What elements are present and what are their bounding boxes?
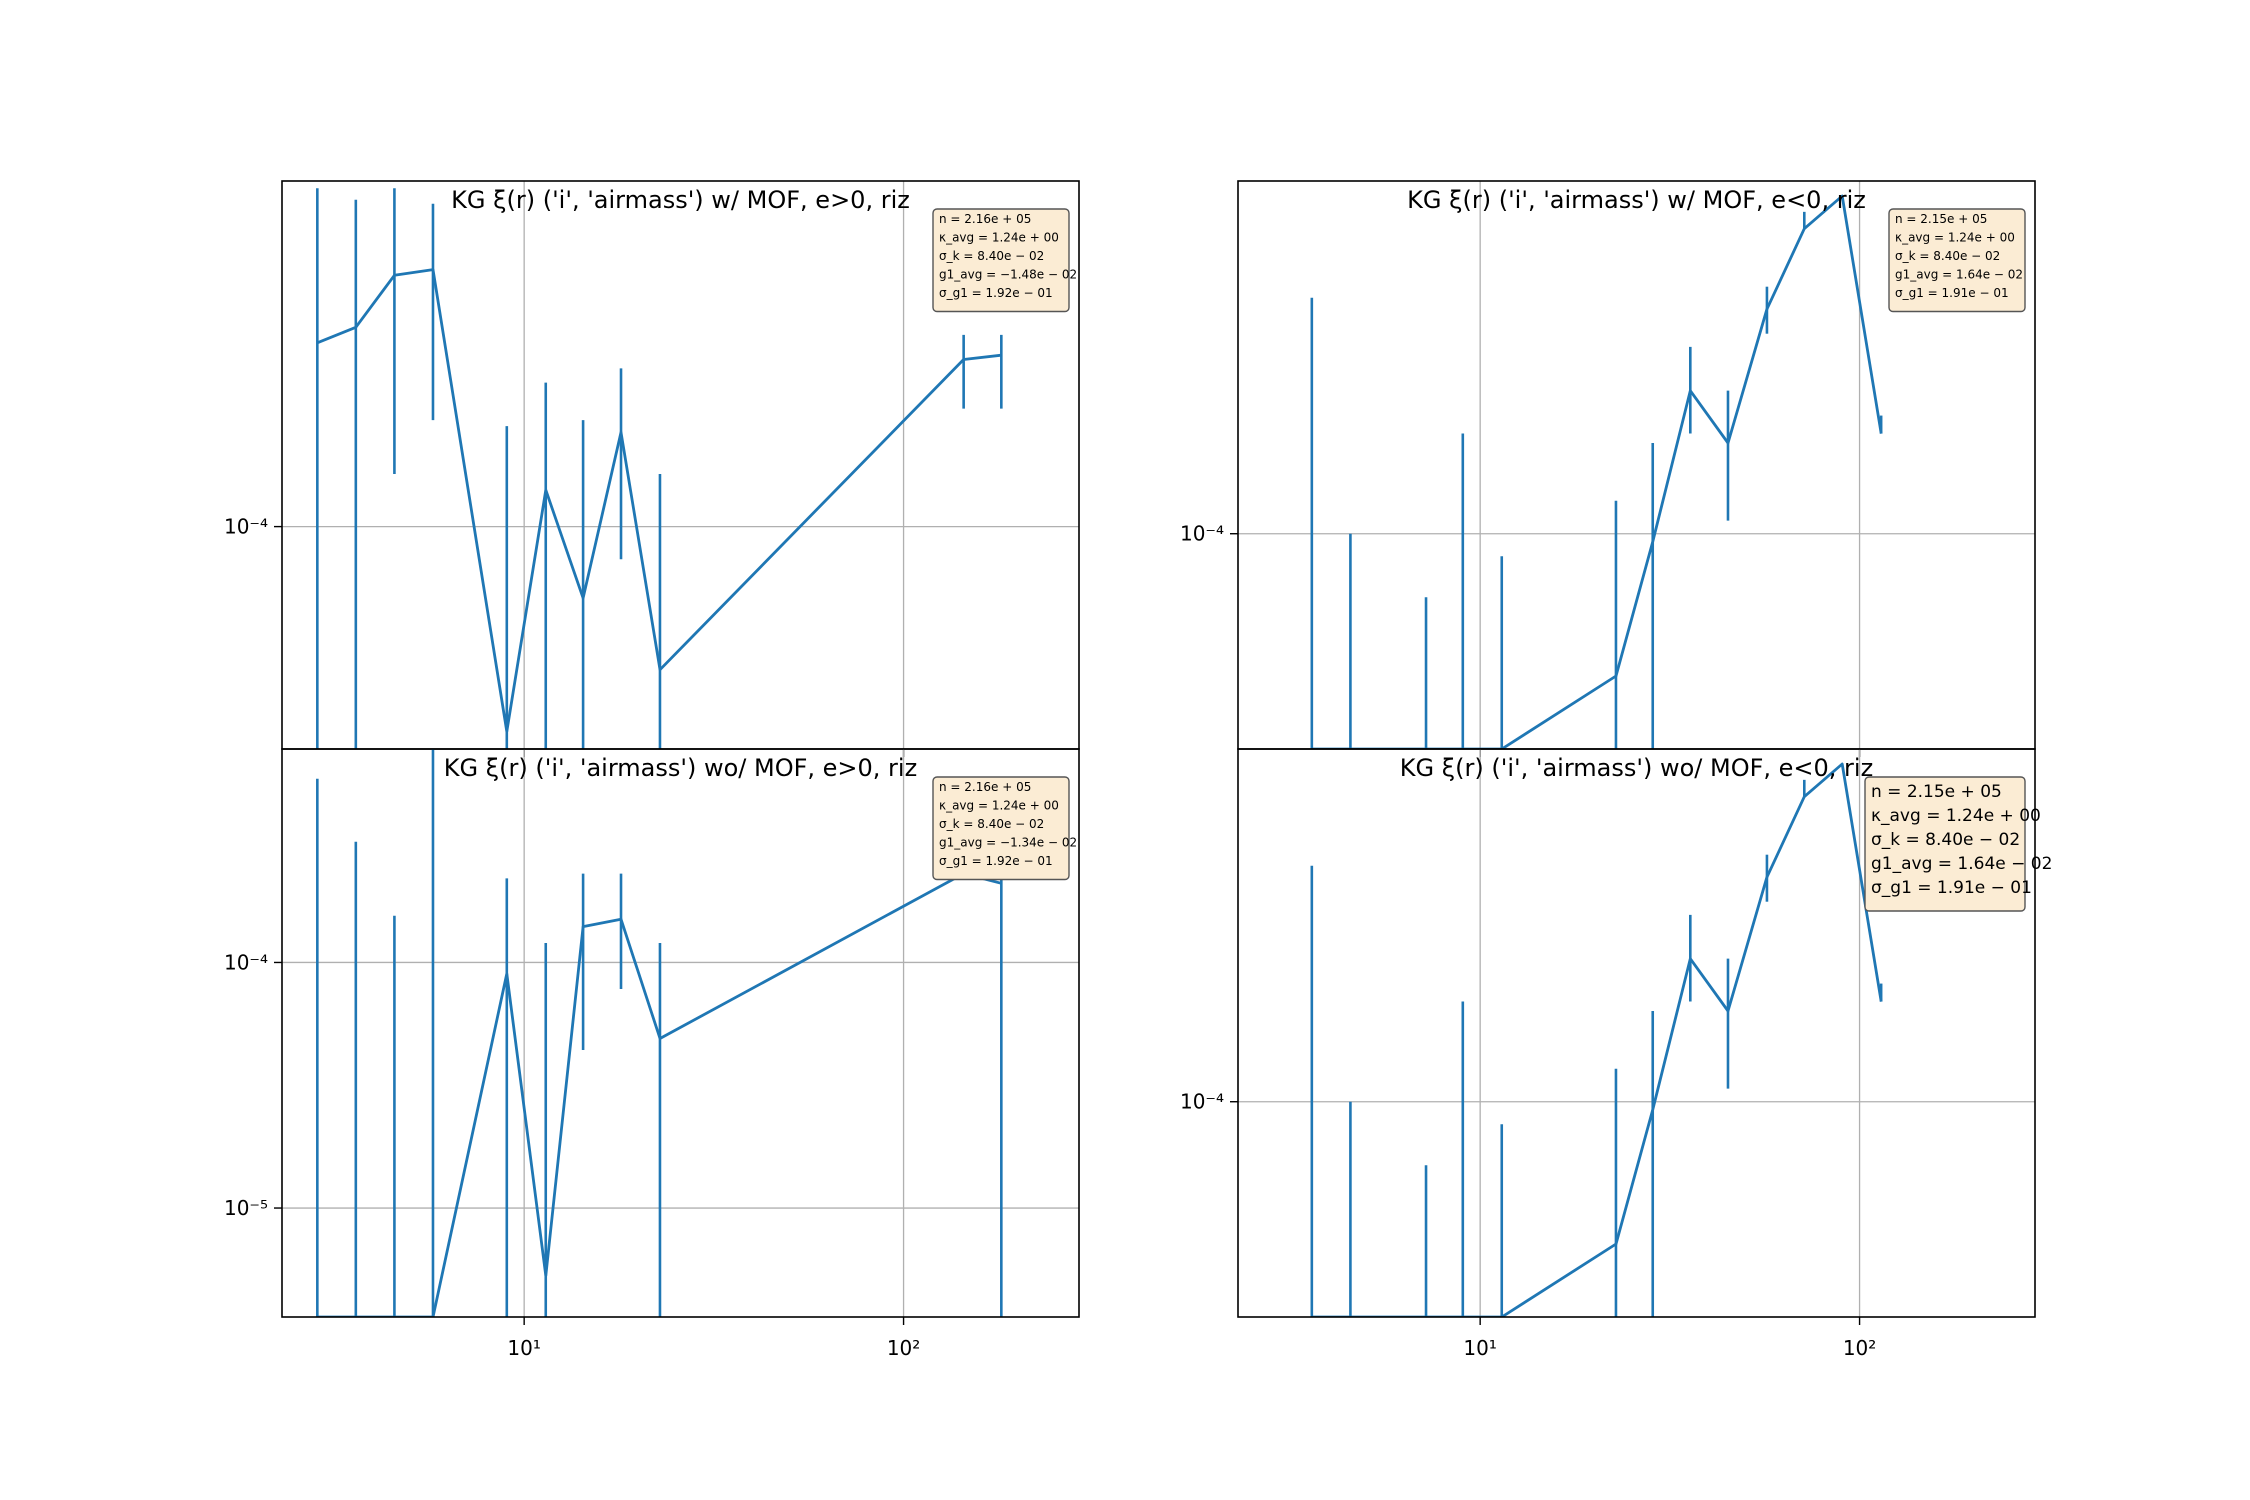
stats-line: g1_avg = −1.34e − 02	[939, 836, 1077, 850]
series-line	[1311, 194, 1883, 749]
x-tick-label: 10²	[887, 1336, 920, 1360]
stats-line: n = 2.15e + 05	[1895, 212, 1987, 226]
x-tick-label: 10¹	[507, 1336, 540, 1360]
series-3	[316, 749, 1003, 1317]
series-line	[316, 268, 1002, 733]
stats-line: σ_g1 = 1.92e − 01	[939, 854, 1053, 868]
panel-title: KG ξ(r) ('i', 'airmass') w/ MOF, e<0, ri…	[1407, 186, 1866, 214]
stats-line: σ_k = 8.40e − 02	[939, 249, 1044, 263]
stats-box	[1888, 208, 2026, 313]
stats-line: σ_k = 8.40e − 02	[1871, 830, 2020, 850]
stats-line: σ_g1 = 1.92e − 01	[939, 286, 1053, 300]
stats-line: κ_avg = 1.24e + 00	[1895, 231, 2015, 245]
series-line	[1311, 762, 1883, 1317]
stats-line: n = 2.16e + 05	[939, 780, 1031, 794]
stats-line: g1_avg = 1.64e − 02	[1871, 854, 2052, 874]
y-tick-label: 10⁻⁴	[224, 515, 268, 539]
plot-frame	[281, 748, 1080, 1318]
plot-frame	[1237, 748, 2036, 1318]
series-2	[1310, 194, 1883, 749]
x-tick-label: 10¹	[1463, 1336, 1496, 1360]
stats-line: n = 2.15e + 05	[1871, 782, 2002, 802]
stats-line: κ_avg = 1.24e + 00	[939, 799, 1059, 813]
stats-line: σ_g1 = 1.91e − 01	[1895, 286, 2009, 300]
y-tick-label: 10⁻⁵	[224, 1196, 268, 1220]
panel-title: KG ξ(r) ('i', 'airmass') w/ MOF, e>0, ri…	[451, 186, 910, 214]
stats-line: n = 2.16e + 05	[939, 212, 1031, 226]
y-tick-label: 10⁻⁴	[1180, 522, 1224, 546]
stats-line: κ_avg = 1.24e + 00	[939, 231, 1059, 245]
panel-title: KG ξ(r) ('i', 'airmass') wo/ MOF, e<0, r…	[1400, 754, 1873, 782]
stats-line: g1_avg = −1.48e − 02	[939, 268, 1077, 282]
stats-line: σ_k = 8.40e − 02	[1895, 249, 2000, 263]
x-tick-label: 10²	[1843, 1336, 1876, 1360]
panel-4: 10¹ 10² 10⁻⁴ KG ξ(r) ('i', 'airmass') wo/ M…	[1180, 748, 2052, 1360]
stats-box	[1864, 776, 2026, 912]
y-tick-label: 10⁻⁴	[224, 950, 268, 974]
stats-box	[932, 776, 1070, 881]
series-line	[317, 872, 1002, 1317]
stats-line: σ_g1 = 1.91e − 01	[1871, 878, 2032, 898]
panel-3: 10¹ 10² 10⁻⁴ 10⁻⁵ KG ξ(r) ('i', 'airmass') w…	[224, 748, 1080, 1360]
panel-1: 10⁻⁴ KG ξ(r) ('i', 'airmass') w/ MOF, e>0…	[224, 180, 1080, 757]
panel-title: KG ξ(r) ('i', 'airmass') wo/ MOF, e>0, r…	[444, 754, 917, 782]
series-4	[1310, 762, 1883, 1317]
series-1	[316, 188, 1003, 749]
panel-2: 10⁻⁴ KG ξ(r) ('i', 'airmass') w/ MOF, e<0…	[1180, 180, 2036, 757]
stats-line: σ_k = 8.40e − 02	[939, 817, 1044, 831]
stats-line: κ_avg = 1.24e + 00	[1871, 806, 2041, 826]
y-tick-label: 10⁻⁴	[1180, 1090, 1224, 1114]
stats-line: g1_avg = 1.64e − 02	[1895, 268, 2023, 282]
stats-box	[932, 208, 1070, 313]
